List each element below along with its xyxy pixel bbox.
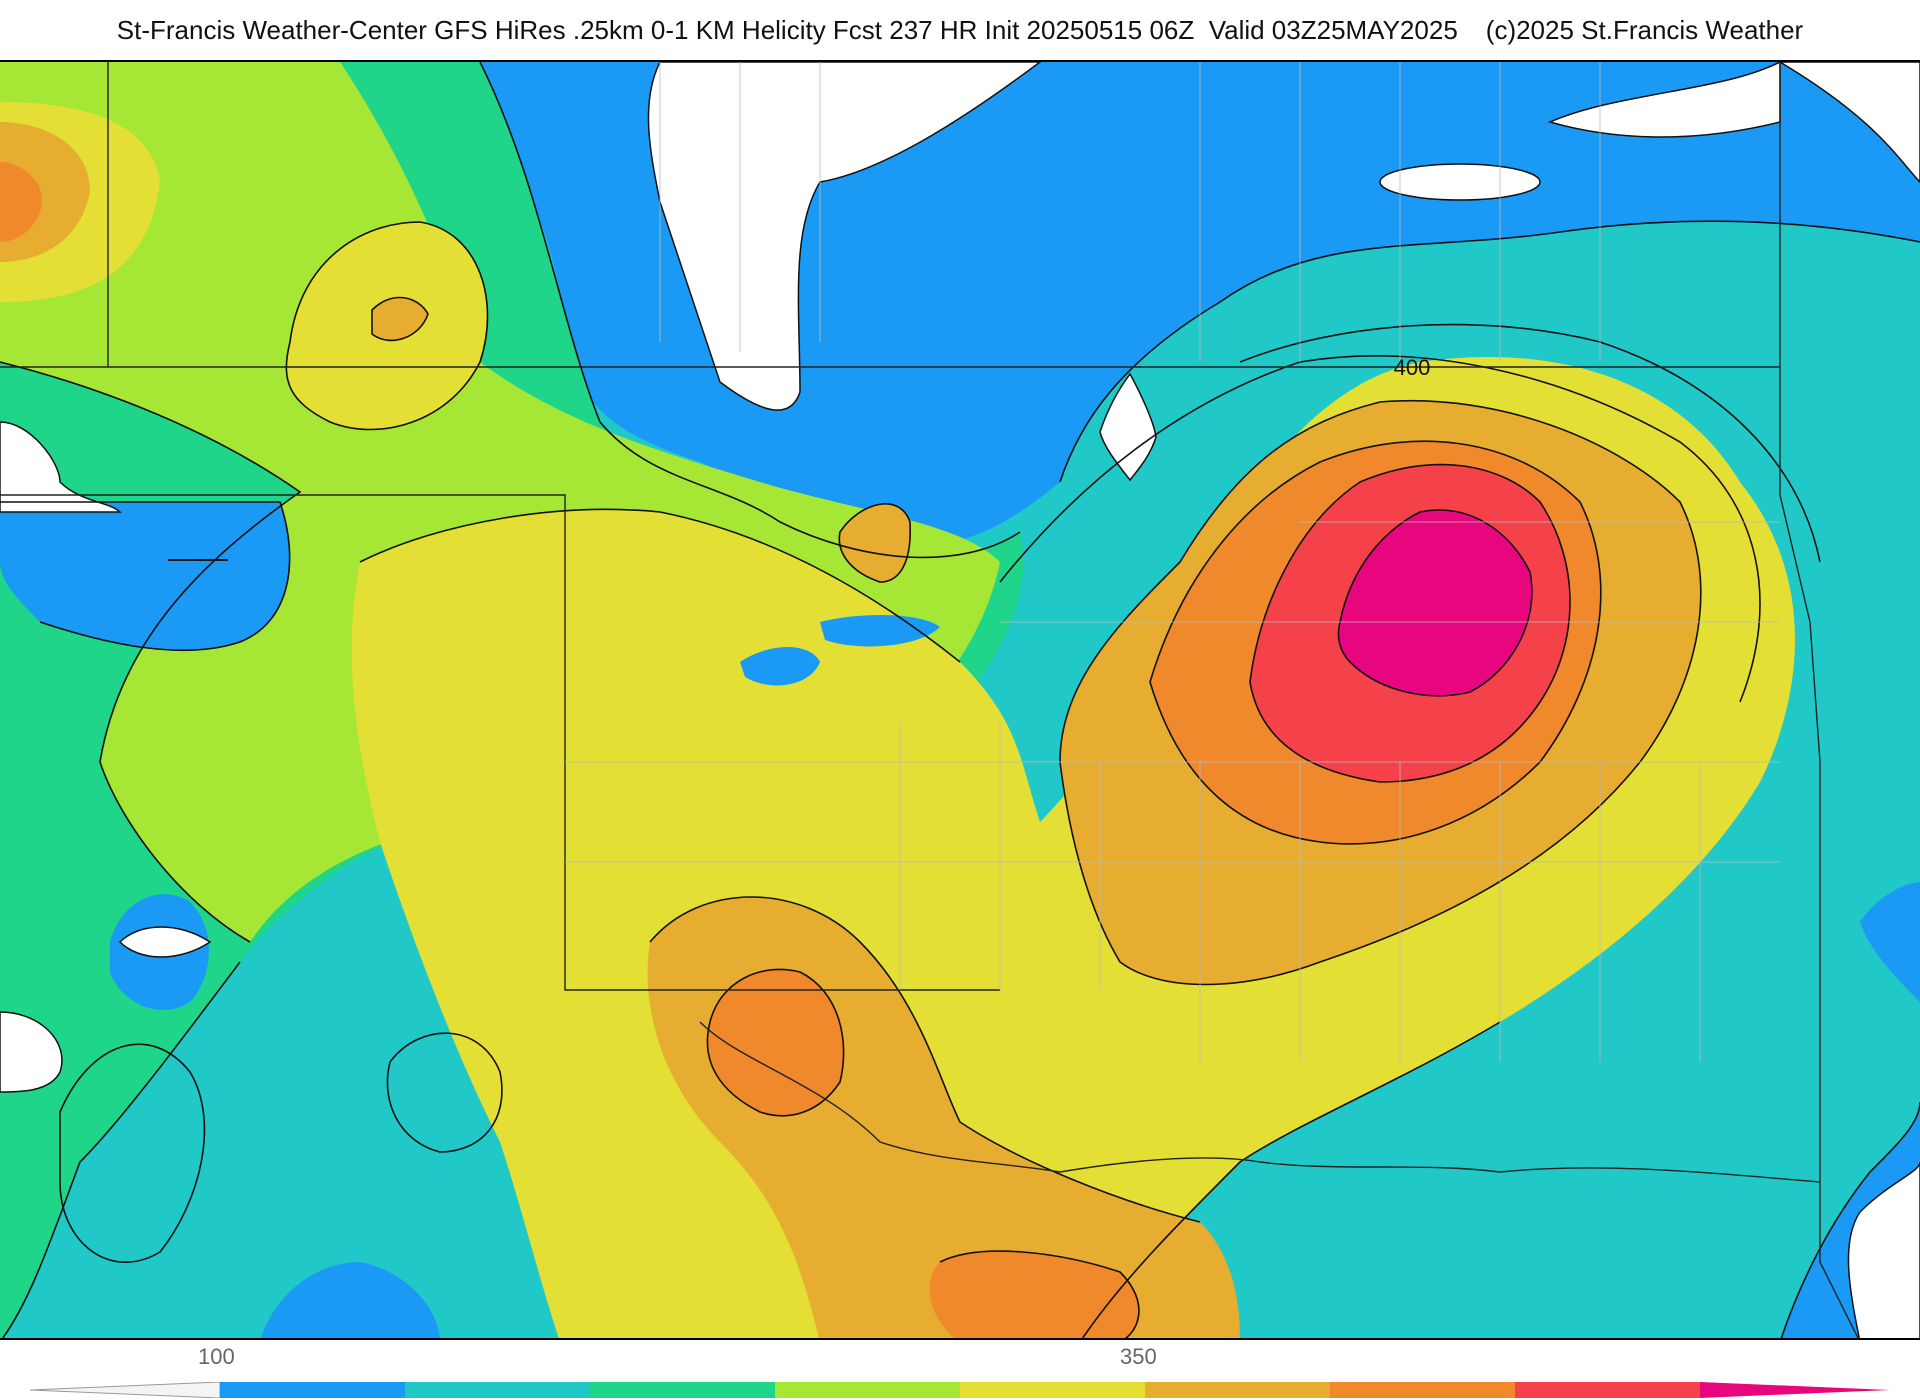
fill-band-blue-west [0, 502, 290, 651]
contour-line [838, 503, 911, 583]
white-void-diamond-center [1099, 372, 1157, 482]
contour-label-400: 400 [1394, 355, 1431, 380]
contour-lines [0, 62, 1920, 1338]
state-boundary [1779, 62, 1859, 1338]
colorbar-segment [960, 1382, 1146, 1398]
contour-line [706, 968, 845, 1117]
colorbar-segment [405, 1382, 591, 1398]
fill-band-blue-east-mid [1860, 882, 1920, 1002]
colorbar-segment [1330, 1382, 1516, 1398]
contour-line [0, 501, 291, 652]
fill-band-magenta-max [1338, 510, 1532, 696]
fill-band-blue-center-small-2 [820, 615, 940, 647]
colorbar-segment [775, 1382, 961, 1398]
county-lines [565, 62, 1780, 1062]
contour-line [1149, 440, 1602, 845]
contour-line [386, 1032, 503, 1153]
colorbar-segment [1515, 1382, 1701, 1398]
county-line [565, 521, 1780, 863]
contour-line [479, 62, 1021, 559]
contour-line [1059, 399, 1702, 986]
white-void-west-lower [0, 1011, 63, 1093]
contour-map-svg: 400 [0, 62, 1920, 1338]
state-boundary [699, 1021, 1821, 1183]
contour-line [1337, 509, 1533, 697]
contour-line [1780, 1101, 1920, 1338]
county-line [899, 722, 1701, 1062]
colorbar-segments [220, 1382, 1701, 1398]
helicity-map: 400 [0, 60, 1920, 1340]
county-line [659, 62, 1601, 362]
map-title: St-Francis Weather-Center GFS HiRes .25k… [0, 0, 1920, 60]
contour-line [999, 355, 1761, 703]
contour-line [939, 1250, 1140, 1338]
white-void-southeast [1847, 1161, 1920, 1338]
contour-line [1059, 220, 1920, 483]
white-void-west [0, 421, 122, 513]
colorbar-segment [220, 1382, 406, 1398]
fill-band-amber-nw [372, 297, 428, 341]
white-void-diamond-west [118, 926, 212, 958]
colorbar-segment [590, 1382, 776, 1398]
contour-line [1081, 1021, 1501, 1338]
colorbar [30, 1382, 1890, 1398]
copyright-text: (c)2025 St.Francis Weather [1485, 14, 1804, 45]
contour-line [359, 508, 961, 663]
map-title-text: St-Francis Weather-Center GFS HiRes .25k… [116, 14, 1458, 45]
fill-band-amber-mid [839, 503, 911, 582]
contour-line [0, 361, 302, 943]
colorbar-low-arrow [30, 1382, 221, 1398]
legend-tick-label: 100 [198, 1344, 235, 1369]
fill-band-orange-south [707, 969, 844, 1116]
white-void-north [647, 62, 1042, 411]
fill-band-orange-far-west [0, 162, 42, 242]
colorbar-segment [1145, 1382, 1331, 1398]
colorbar-high-arrow [1700, 1382, 1890, 1398]
fill-band-blue-south [261, 1262, 440, 1338]
legend-tick-label: 350 [1120, 1344, 1157, 1369]
contour-line [285, 221, 489, 431]
contour-line [649, 896, 1201, 1223]
fill-band-orange-far-south [929, 1251, 1139, 1338]
contour-line [1, 961, 241, 1338]
state-boundary [0, 494, 1000, 991]
white-void-oval-ne [1379, 163, 1541, 201]
fill-band-blue-center-small [740, 647, 820, 686]
colorbar-legend: 100 350 [0, 1340, 1920, 1400]
contour-line [1249, 463, 1571, 783]
state-boundaries [0, 62, 1859, 1338]
contour-line [59, 1043, 206, 1263]
contour-line [371, 296, 429, 342]
